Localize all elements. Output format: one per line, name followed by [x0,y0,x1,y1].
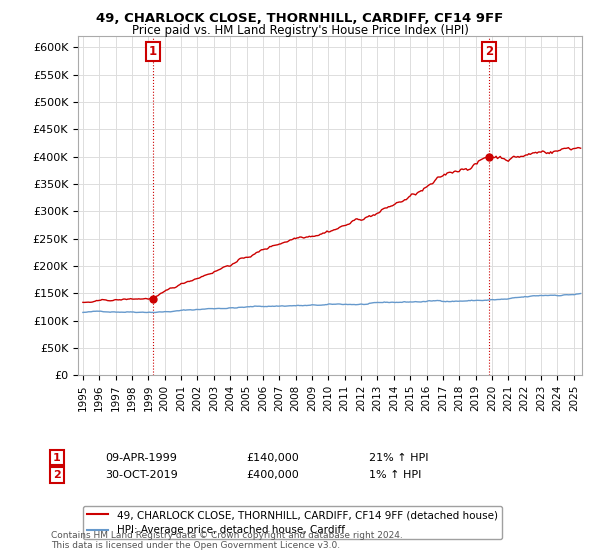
Text: 1% ↑ HPI: 1% ↑ HPI [369,470,421,480]
Text: 1: 1 [53,452,61,463]
Text: 49, CHARLOCK CLOSE, THORNHILL, CARDIFF, CF14 9FF: 49, CHARLOCK CLOSE, THORNHILL, CARDIFF, … [97,12,503,25]
Text: Price paid vs. HM Land Registry's House Price Index (HPI): Price paid vs. HM Land Registry's House … [131,24,469,37]
Text: 1: 1 [149,45,157,58]
Text: 30-OCT-2019: 30-OCT-2019 [105,470,178,480]
Text: 2: 2 [53,470,61,480]
Text: 09-APR-1999: 09-APR-1999 [105,452,177,463]
Text: 2: 2 [485,45,493,58]
Text: 21% ↑ HPI: 21% ↑ HPI [369,452,428,463]
Legend: 49, CHARLOCK CLOSE, THORNHILL, CARDIFF, CF14 9FF (detached house), HPI: Average : 49, CHARLOCK CLOSE, THORNHILL, CARDIFF, … [83,506,502,539]
Text: Contains HM Land Registry data © Crown copyright and database right 2024.
This d: Contains HM Land Registry data © Crown c… [51,530,403,550]
Text: £140,000: £140,000 [246,452,299,463]
Text: £400,000: £400,000 [246,470,299,480]
